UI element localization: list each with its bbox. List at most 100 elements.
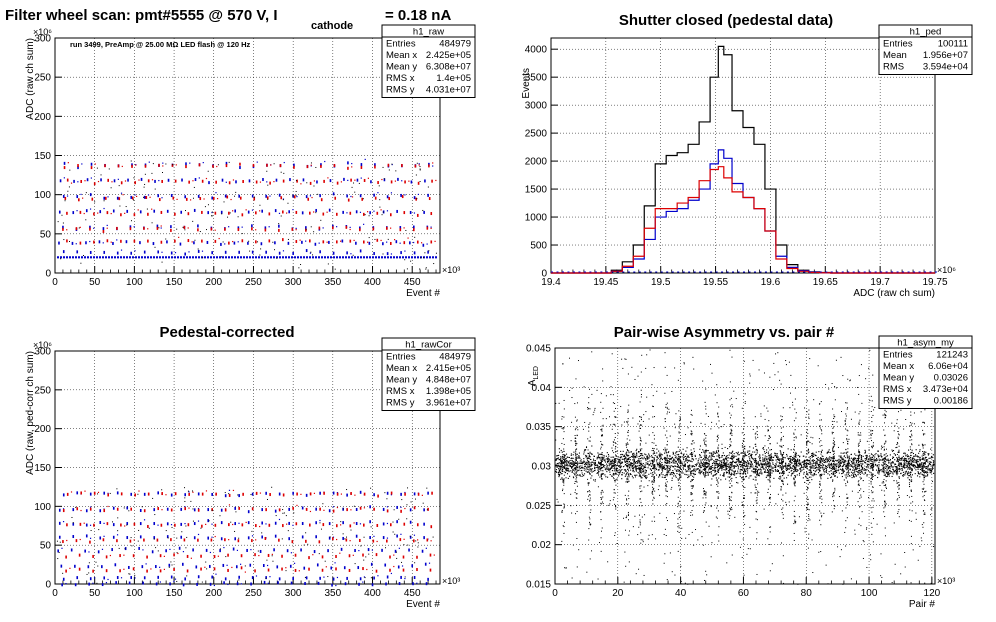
data-point [600, 460, 603, 462]
data-point [591, 475, 593, 477]
data-point [417, 546, 419, 548]
data-point [388, 197, 391, 201]
data-point [621, 474, 623, 476]
data-point [764, 455, 766, 457]
data-point [734, 472, 736, 474]
data-point [234, 530, 236, 532]
data-point [650, 462, 652, 464]
data-point [427, 491, 429, 495]
data-point [631, 462, 633, 465]
data-point [602, 473, 605, 475]
data-point [779, 467, 781, 469]
data-point [274, 241, 276, 245]
data-point [849, 468, 851, 470]
data-point [592, 470, 594, 472]
data-point [397, 565, 400, 569]
data-point [854, 453, 856, 455]
data-point [227, 553, 229, 557]
data-point [237, 216, 239, 218]
data-point [161, 261, 163, 263]
data-point [381, 214, 383, 216]
data-point [743, 460, 745, 463]
data-point [769, 472, 771, 474]
data-point [740, 468, 743, 471]
data-point [360, 165, 363, 169]
data-point [290, 552, 292, 554]
data-point [573, 463, 575, 466]
y-tick-label: 2000 [525, 157, 548, 168]
data-point [820, 467, 822, 469]
data-point [81, 163, 83, 165]
data-point [637, 461, 639, 463]
data-point [363, 178, 366, 182]
data-point [727, 463, 729, 465]
data-point [232, 523, 234, 526]
data-point [626, 455, 628, 457]
data-point [694, 473, 697, 475]
data-point [710, 452, 712, 454]
data-point [373, 210, 375, 212]
data-point [75, 243, 77, 245]
data-point [634, 461, 636, 464]
data-point [181, 178, 183, 182]
data-point [193, 522, 196, 526]
data-point [255, 240, 257, 244]
data-point [837, 459, 839, 461]
data-point [889, 471, 891, 473]
data-point [143, 509, 146, 513]
data-point [365, 556, 367, 558]
data-point [585, 456, 588, 458]
data-point [121, 165, 123, 168]
data-point [718, 459, 720, 461]
data-point [568, 471, 570, 473]
data-point [850, 453, 852, 456]
y-tick-label: 0 [45, 580, 51, 591]
data-point [804, 463, 806, 465]
data-point [220, 256, 222, 258]
data-point [809, 461, 811, 463]
data-point [925, 451, 927, 453]
data-point [255, 491, 258, 495]
data-point [561, 460, 563, 462]
data-point [232, 210, 234, 212]
data-point [176, 580, 178, 582]
data-point [301, 535, 304, 539]
data-point [351, 162, 353, 165]
data-point [566, 470, 568, 472]
data-point [627, 478, 629, 480]
data-point [372, 539, 375, 543]
data-point [848, 458, 850, 460]
data-point [731, 470, 733, 472]
data-point [812, 459, 814, 461]
data-point [727, 470, 729, 472]
data-point [104, 164, 106, 168]
x-tick-label: 60 [738, 588, 750, 599]
data-point [309, 492, 312, 496]
data-point [278, 223, 280, 225]
data-point [323, 491, 325, 495]
data-point [570, 462, 572, 464]
data-point [241, 239, 244, 243]
data-point [690, 460, 692, 462]
data-point [769, 466, 771, 468]
data-point [813, 465, 815, 467]
data-point [197, 507, 200, 510]
data-point [638, 468, 640, 470]
data-point [892, 468, 894, 470]
data-point [103, 491, 106, 495]
data-point [139, 508, 142, 512]
data-point [128, 581, 131, 585]
data-point [913, 464, 915, 466]
data-point [777, 470, 779, 472]
data-point [632, 469, 635, 471]
data-point [661, 464, 663, 466]
data-point [911, 460, 913, 462]
data-point [630, 463, 632, 466]
data-point [165, 549, 167, 553]
panel-2: 19.4 19.45 19.5 19.55 19.6 19.65 19.7 19.750500… [525, 37, 956, 299]
data-point [814, 471, 816, 473]
data-point [892, 461, 894, 463]
data-point [933, 463, 935, 465]
data-point [276, 565, 279, 569]
data-point [274, 249, 276, 251]
